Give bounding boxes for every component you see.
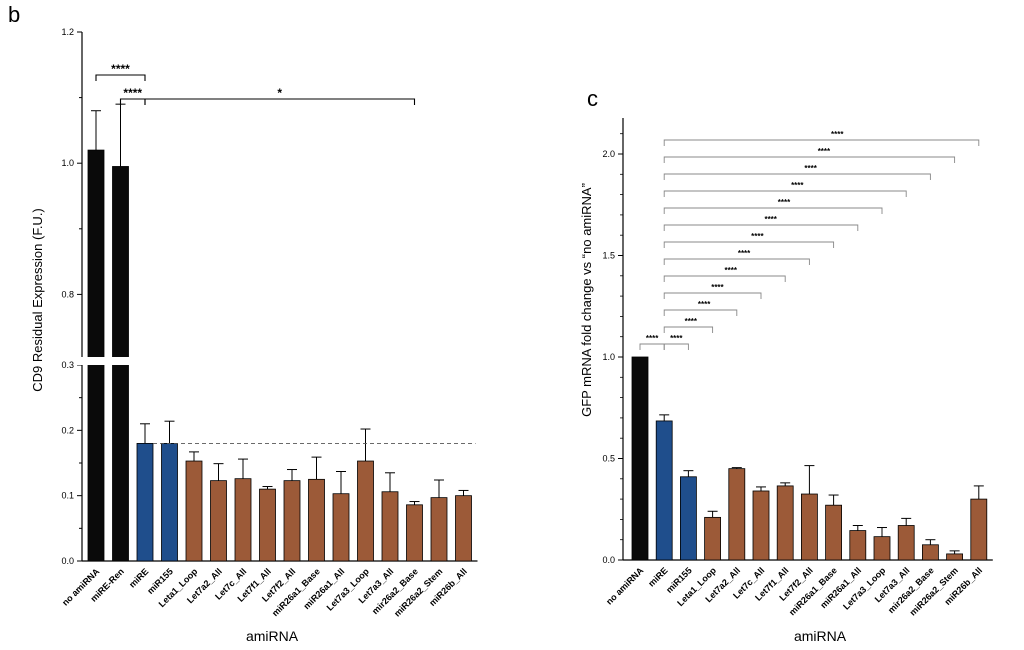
x-axis-title: amiRNA: [794, 628, 847, 644]
bar: [704, 516, 721, 561]
chart-b: 0.00.10.20.30.81.01.2******** *no amiRNAm…: [30, 27, 478, 644]
significance-label: ****: [804, 164, 817, 173]
y-tick-label: 0.0: [602, 555, 615, 565]
bar: [752, 490, 770, 561]
significance-label: ****: [725, 266, 738, 275]
significance-label: ****: [670, 334, 683, 343]
bar: [332, 493, 350, 562]
y-tick-label: 1.2: [61, 27, 74, 37]
bar: [357, 460, 374, 562]
significance-label: ****: [123, 86, 142, 100]
significance-bracket: [663, 343, 689, 350]
significance-label: ****: [818, 147, 831, 156]
significance-bracket: [663, 224, 859, 231]
y-axis-title: CD9 Residual Expression (F.U.): [30, 208, 45, 392]
bar: [185, 460, 203, 562]
significance-bracket: [144, 98, 416, 105]
significance-label: ****: [778, 198, 791, 207]
significance-label: ****: [646, 334, 659, 343]
y-axis-title: GFP mRNA fold change vs “no amiRNA”: [579, 183, 594, 417]
bar: [87, 149, 105, 562]
significance-bracket: [663, 258, 810, 265]
significance-label: ****: [738, 249, 751, 258]
significance-label: ****: [751, 232, 764, 241]
bar: [776, 485, 794, 561]
y-tick-label: 0.1: [61, 491, 74, 501]
significance-bracket: [663, 207, 883, 214]
bar: [801, 493, 818, 561]
significance-label: ****: [698, 300, 711, 309]
y-tick-label: 1.0: [602, 352, 615, 362]
x-tick-label: no amiRNA: [604, 565, 646, 607]
y-tick-label: 1.5: [602, 251, 615, 261]
bar: [259, 488, 276, 562]
panel-letter-c: c: [587, 86, 598, 111]
bar: [234, 478, 252, 562]
bar: [455, 495, 472, 562]
bar: [946, 553, 963, 561]
bar: [136, 442, 154, 562]
significance-label: ****: [791, 181, 804, 190]
panel-letter-b: b: [8, 2, 21, 27]
significance-label: ****: [685, 317, 698, 326]
y-tick-label: 0.8: [61, 289, 74, 299]
bar: [825, 504, 842, 561]
bar: [430, 497, 448, 562]
significance-bracket: [663, 241, 835, 248]
significance-bracket: [663, 173, 931, 180]
bar: [873, 536, 891, 561]
significance-label: ****: [111, 62, 130, 76]
significance-bracket: [663, 275, 786, 282]
bar: [161, 442, 178, 562]
y-tick-label: 0.3: [61, 360, 74, 370]
bar: [922, 544, 939, 561]
significance-bracket: [663, 190, 907, 197]
significance-label: *: [277, 86, 282, 100]
bar: [970, 498, 988, 561]
significance-label: ****: [764, 215, 777, 224]
significance-label: ****: [831, 130, 844, 139]
y-tick-label: 0.0: [61, 556, 74, 566]
y-tick-label: 1.0: [61, 158, 74, 168]
bar: [283, 480, 301, 562]
bar: [897, 525, 915, 561]
y-tick-label: 0.2: [61, 425, 74, 435]
significance-bracket: [663, 326, 714, 333]
bar: [406, 504, 423, 562]
significance-label: ****: [711, 283, 724, 292]
bar: [308, 478, 325, 562]
bar: [631, 356, 649, 561]
y-tick-label: 2.0: [602, 149, 615, 159]
x-axis-title: amiRNA: [246, 628, 299, 644]
significance-bracket: [663, 292, 762, 299]
bar: [210, 480, 227, 562]
y-tick-label: 0.5: [602, 454, 615, 464]
bar: [728, 468, 746, 561]
chart-c: 0.00.51.01.52.0**** *********************…: [579, 118, 993, 644]
significance-bracket: [639, 343, 665, 350]
significance-bracket: [663, 139, 980, 146]
axis-break: [76, 357, 478, 365]
significance-bracket: [663, 156, 956, 163]
bar: [680, 476, 697, 561]
significance-bracket: [663, 309, 738, 316]
bar: [381, 491, 399, 562]
bar: [655, 420, 673, 561]
bar: [849, 530, 867, 561]
significance-bracket: [95, 74, 146, 81]
